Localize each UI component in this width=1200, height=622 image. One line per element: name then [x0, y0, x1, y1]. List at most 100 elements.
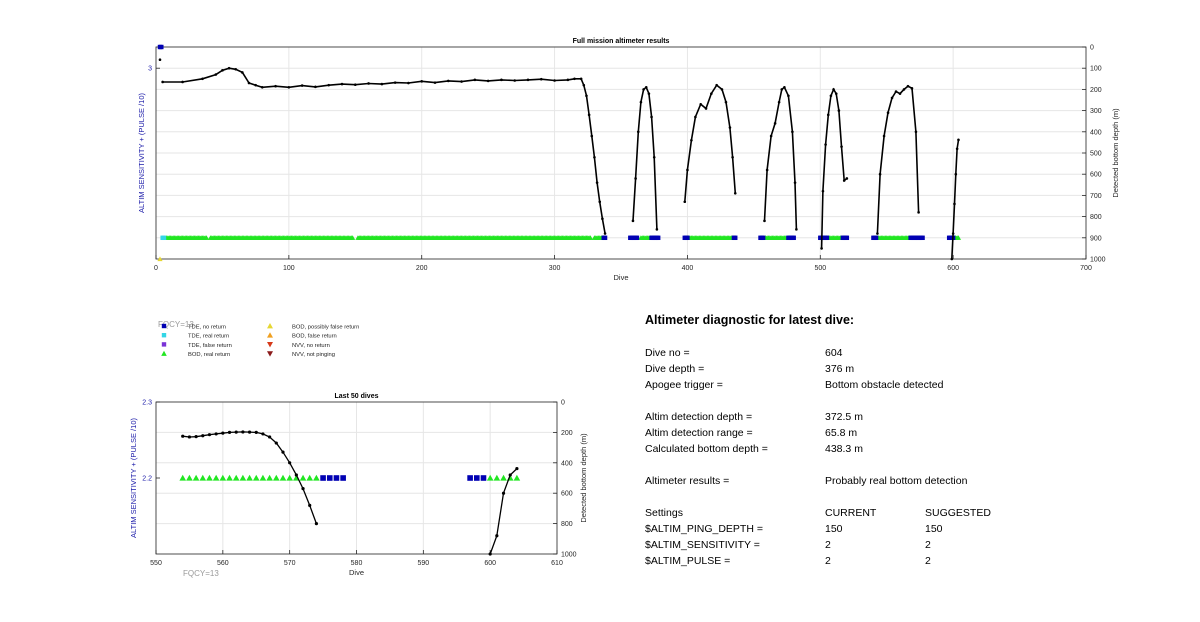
bottom-depth-point [515, 466, 519, 471]
bottom-depth-point [241, 430, 245, 434]
diagnostic-panel: Altimeter diagnostic for latest dive: Di… [645, 313, 1065, 567]
x-tick-label: 610 [551, 560, 563, 567]
setting-current: 150 [825, 523, 843, 535]
marker-triangle [219, 474, 227, 481]
legend-label: NVV, not pinging [292, 352, 335, 358]
bottom-depth-point [910, 87, 914, 90]
setting-suggested: 2 [925, 555, 931, 567]
bottom-depth-point [495, 534, 499, 538]
bottom-depth-point [433, 81, 437, 84]
y-right-tick-label: 200 [561, 430, 573, 437]
marker-square [467, 475, 473, 481]
y-left-tick-label: 2.2 [142, 476, 152, 483]
bottom-depth-point [840, 145, 843, 148]
bottom-depth-point [227, 66, 231, 70]
marker-triangle [157, 256, 163, 262]
y-right-tick-label: 700 [1090, 193, 1102, 200]
bottom-depth-line [684, 84, 737, 202]
bottom-depth-point [407, 81, 410, 85]
settings-header-suggested: SUGGESTED [925, 507, 991, 519]
marker-square [333, 475, 340, 481]
legend-label: NVV, no return [292, 343, 330, 349]
marker-triangle [266, 474, 273, 481]
bottom-depth-point [631, 219, 635, 223]
bottom-depth-point [274, 84, 277, 88]
bottom-depth-point [652, 155, 656, 159]
bottom-depth-point [300, 84, 304, 87]
bottom-depth-point [288, 461, 292, 465]
bottom-depth-point [724, 100, 728, 104]
legend-marker-square [161, 323, 167, 329]
bottom-depth-point [842, 179, 846, 182]
bottom-depth-point [194, 435, 198, 439]
bottom-depth-point [763, 219, 766, 223]
marker-square [326, 475, 333, 481]
diag-label: Dive no = [645, 347, 690, 359]
bottom-depth-line [763, 86, 798, 230]
bottom-depth-point [953, 202, 956, 206]
bottom-depth-point [954, 172, 958, 176]
x-tick-label: 100 [283, 265, 295, 272]
y-right-tick-label: 0 [561, 400, 565, 407]
bottom-depth-point [488, 552, 492, 556]
bottom-depth-point [832, 88, 835, 91]
bottom-depth-point [158, 58, 162, 62]
marker-square [760, 235, 766, 241]
bottom-depth-point [765, 168, 769, 172]
legend-label: TDE, false return [188, 343, 232, 349]
diag-value: 438.3 m [825, 443, 863, 455]
setting-current: 2 [825, 555, 831, 567]
bottom-depth-point [878, 172, 882, 176]
bottom-depth-point [634, 177, 637, 180]
bottom-depth-point [227, 430, 232, 434]
marker-square [320, 475, 326, 481]
y-left-tick-label: 3 [148, 66, 152, 73]
legend-label: BOD, possibly false return [292, 325, 359, 331]
bottom-depth-point [353, 83, 357, 87]
marker-triangle [273, 474, 280, 481]
x-tick-label: 0 [154, 265, 158, 272]
marker-square [161, 235, 167, 241]
diag-value: 376 m [825, 363, 855, 375]
bottom-depth-point [787, 94, 790, 98]
bottom-depth-point [683, 200, 687, 204]
legend-label: TDE, no return [188, 325, 226, 331]
bottom-depth-point [260, 85, 264, 89]
diag-label: Altimeter results = [645, 475, 730, 487]
settings-header-label: Settings [645, 507, 683, 519]
bottom-depth-point [601, 217, 604, 221]
bottom-depth-point [710, 92, 713, 95]
bottom-depth-point [181, 80, 184, 84]
y-right-tick-label: 100 [1090, 66, 1102, 73]
bottom-depth-point [917, 211, 920, 214]
marker-triangle [299, 474, 307, 481]
bottom-depth-line [162, 67, 606, 234]
bottom-depth-point [686, 168, 689, 172]
bottom-depth-point [234, 67, 238, 71]
marker-triangle [313, 474, 320, 481]
x-tick-label: 200 [416, 265, 428, 272]
bottom-depth-point [906, 84, 910, 88]
bottom-depth-point [639, 100, 643, 104]
bottom-depth-point [728, 126, 732, 129]
bottom-depth-point [508, 473, 512, 477]
marker-triangle [955, 235, 962, 240]
bottom-depth-point [886, 111, 890, 115]
bottom-depth-point [340, 82, 344, 86]
bottom-depth-point [824, 143, 827, 146]
bottom-depth-point [715, 83, 718, 87]
diag-label: Altim detection depth = [645, 411, 753, 423]
y-right-tick-label: 0 [1090, 45, 1094, 52]
bottom-depth-point [644, 85, 648, 89]
marker-triangle [199, 474, 207, 481]
x-tick-label: 500 [814, 265, 826, 272]
bottom-depth-point [181, 434, 185, 438]
bottom-depth-point [201, 77, 204, 81]
bottom-depth-point [647, 92, 651, 95]
bottom-depth-point [820, 247, 823, 250]
bottom-depth-point [914, 130, 918, 134]
marker-triangle [206, 474, 213, 481]
bottom-depth-point [720, 88, 724, 91]
x-tick-label: 700 [1080, 265, 1092, 272]
